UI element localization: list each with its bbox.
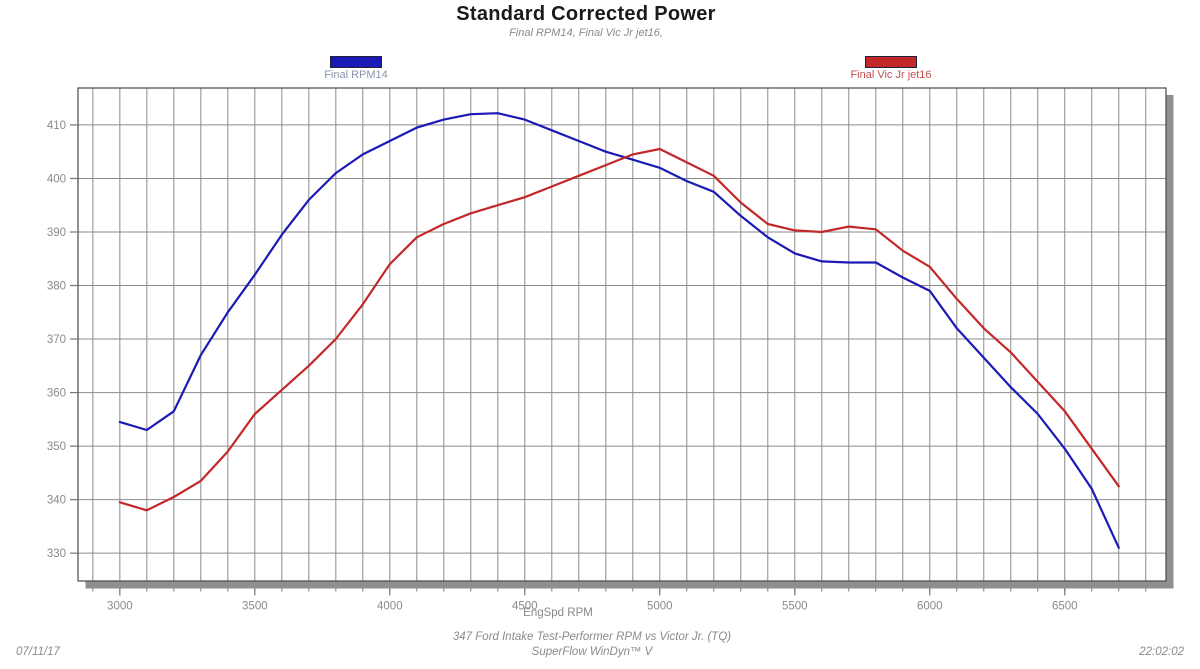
frame-shadow-bottom [85, 581, 1174, 589]
legend-item-final-rpm14: Final RPM14 [296, 56, 416, 81]
x-tick-label: 5500 [782, 601, 808, 613]
y-tick-label: 350 [47, 441, 66, 453]
y-tick-label: 360 [47, 388, 66, 400]
date-stamp: 07/11/17 [16, 646, 60, 658]
y-tick-label: 380 [47, 281, 66, 293]
x-tick-label: 6500 [1052, 601, 1078, 613]
legend-swatch-final-rpm14 [330, 56, 382, 68]
plot-frame [77, 87, 1167, 582]
legend-item-final-vic-jr-jet16: Final Vic Jr jet16 [831, 56, 951, 81]
legend-swatch-final-vic-jr-jet16 [865, 56, 917, 68]
x-tick-label: 4500 [512, 601, 538, 613]
y-tick-label: 400 [47, 173, 66, 185]
x-axis-title: EngSpd RPM [523, 607, 593, 619]
chart-subtitle: Final RPM14, Final Vic Jr jet16, [509, 27, 663, 39]
time-stamp: 22:02:02 [1139, 646, 1184, 658]
y-tick-label: 390 [47, 227, 66, 239]
footer-test-description: 347 Ford Intake Test-Performer RPM vs Vi… [452, 631, 732, 643]
frame-shadow-right [1166, 95, 1174, 589]
x-tick-label: 3500 [242, 601, 268, 613]
series-line-final-vic-jr-jet16 [118, 147, 1120, 512]
x-tick-label: 3000 [107, 601, 133, 613]
footer-software: SuperFlow WinDyn™ V [531, 646, 653, 658]
x-tick-label: 6000 [917, 601, 943, 613]
x-tick-label: 4000 [377, 601, 403, 613]
chart-title: Standard Corrected Power [456, 3, 716, 25]
x-tick-label: 5000 [647, 601, 673, 613]
legend-label-final-vic-jr-jet16: Final Vic Jr jet16 [850, 69, 932, 81]
legend-label-final-rpm14: Final RPM14 [324, 69, 388, 81]
y-tick-label: 330 [47, 548, 66, 560]
y-tick-label: 410 [47, 120, 66, 132]
y-tick-label: 370 [47, 334, 66, 346]
y-tick-label: 340 [47, 495, 66, 507]
series-line-final-rpm14 [118, 112, 1120, 549]
